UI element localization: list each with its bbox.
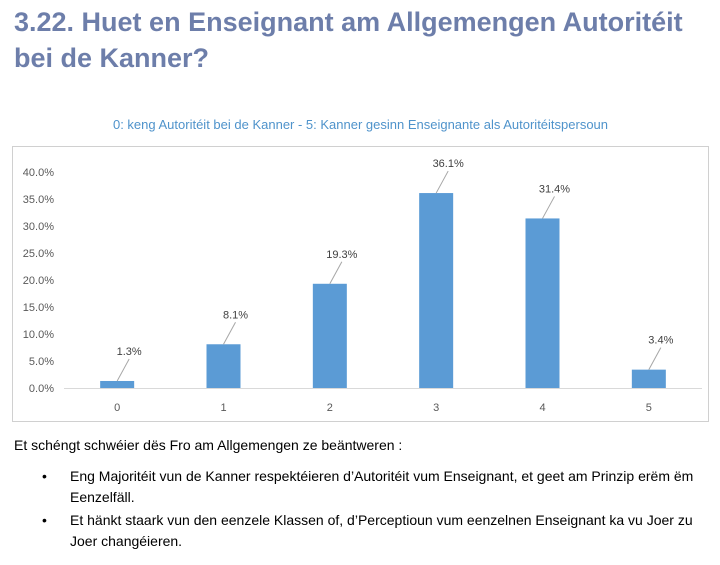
data-label: 1.3% xyxy=(117,346,142,358)
chart-border xyxy=(12,146,709,422)
bar xyxy=(312,283,347,388)
bar xyxy=(525,218,560,388)
bullet-text: Et hänkt staark vun den eenzele Klassen … xyxy=(70,512,693,549)
intro-text: Et schéngt schwéier dës Fro am Allgemeng… xyxy=(14,437,403,453)
data-label-leader xyxy=(542,196,555,219)
bullet-symbol: • xyxy=(42,468,47,484)
bar xyxy=(100,380,135,388)
y-tick-label: 15.0% xyxy=(23,302,54,314)
data-label-leader xyxy=(116,358,130,382)
y-tick-label: 30.0% xyxy=(23,221,54,233)
bar xyxy=(631,369,666,388)
y-tick-label: 10.0% xyxy=(23,329,54,341)
data-label-leader xyxy=(435,170,449,194)
bullet-symbol: • xyxy=(42,512,47,528)
section-heading: 3.22. Huet en Enseignant am Allgemengen … xyxy=(14,7,683,73)
data-label: 8.1% xyxy=(223,309,248,321)
x-tick-label: 4 xyxy=(539,402,545,414)
chart-frame: 0: keng Autoritéit bei de Kanner - 5: Ka… xyxy=(12,110,709,425)
bullet-item: • Eng Majoritéit vun de Kanner respektéi… xyxy=(14,466,714,508)
x-tick-label: 1 xyxy=(220,402,226,414)
data-label: 3.4% xyxy=(648,335,673,347)
data-label: 36.1% xyxy=(433,158,464,170)
bar xyxy=(419,193,454,388)
data-label-leader xyxy=(648,347,662,370)
y-tick-label: 35.0% xyxy=(23,194,54,206)
bullet-item: • Et hänkt staark vun den eenzele Klasse… xyxy=(14,510,714,552)
x-tick-label: 3 xyxy=(433,402,439,414)
data-label-leader xyxy=(223,322,236,345)
data-label: 31.4% xyxy=(539,183,570,195)
bar xyxy=(206,344,241,388)
x-tick-label: 2 xyxy=(327,402,333,414)
y-tick-label: 40.0% xyxy=(23,167,54,179)
bullet-list: • Eng Majoritéit vun de Kanner respektéi… xyxy=(14,466,714,554)
data-label-leader xyxy=(329,261,343,285)
y-tick-label: 5.0% xyxy=(29,356,54,368)
x-tick-label: 5 xyxy=(646,402,652,414)
data-label: 19.3% xyxy=(326,249,357,261)
y-tick-label: 0.0% xyxy=(29,383,54,395)
y-tick-label: 20.0% xyxy=(23,275,54,287)
bullet-text: Eng Majoritéit vun de Kanner respektéier… xyxy=(70,468,694,505)
y-tick-label: 25.0% xyxy=(23,248,54,260)
x-tick-label: 0 xyxy=(114,402,120,414)
bar-chart: 0.0%5.0%10.0%15.0%20.0%25.0%30.0%35.0%40… xyxy=(12,146,709,422)
chart-title: 0: keng Autoritéit bei de Kanner - 5: Ka… xyxy=(112,117,609,132)
